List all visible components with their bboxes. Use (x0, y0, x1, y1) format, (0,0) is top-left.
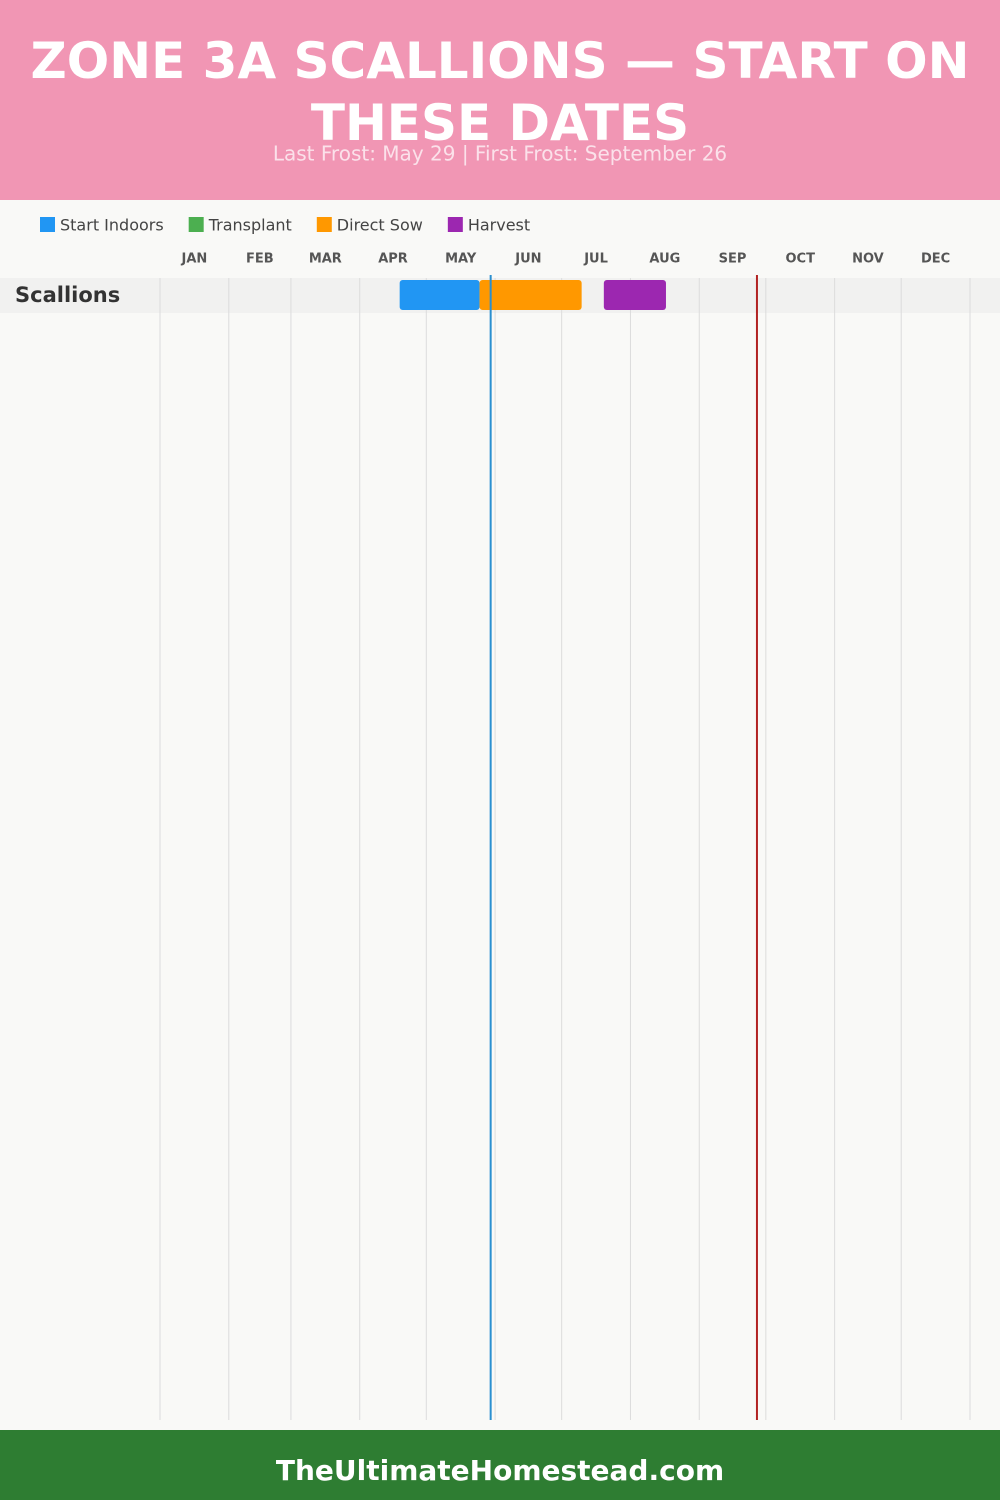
legend-label: Direct Sow (337, 216, 423, 235)
bar (399, 280, 480, 310)
chart-subtitle: Last Frost: May 29 | First Frost: Septem… (273, 142, 727, 166)
x-tick-label: OCT (785, 252, 815, 267)
x-tick-label: NOV (852, 252, 884, 267)
footer-text: TheUltimateHomestead.com (276, 1454, 724, 1487)
x-tick-label: FEB (246, 252, 274, 267)
x-tick-label: JUL (583, 252, 608, 267)
legend-label: Harvest (468, 216, 530, 235)
x-tick-label: MAY (445, 252, 477, 267)
row-label: Scallions (15, 283, 120, 307)
bar (603, 280, 666, 310)
x-tick-label: DEC (921, 252, 950, 267)
x-tick-label: MAR (309, 252, 342, 267)
x-tick-label: JAN (181, 252, 208, 267)
legend-swatch (447, 217, 463, 232)
x-tick-label: APR (378, 252, 408, 267)
legend-label: Start Indoors (60, 216, 164, 235)
footer (0, 1430, 1000, 1500)
x-tick-label: JUN (514, 252, 541, 267)
bar (479, 280, 582, 310)
legend-swatch (40, 217, 55, 232)
chart-title: ZONE 3A SCALLIONS — START ON THESE DATES (30, 32, 969, 152)
legend-label: Transplant (208, 216, 292, 235)
header (0, 0, 1000, 200)
legend-swatch (188, 217, 204, 232)
legend-swatch (316, 217, 332, 232)
x-tick-label: SEP (719, 252, 747, 267)
x-tick-label: AUG (649, 252, 680, 267)
